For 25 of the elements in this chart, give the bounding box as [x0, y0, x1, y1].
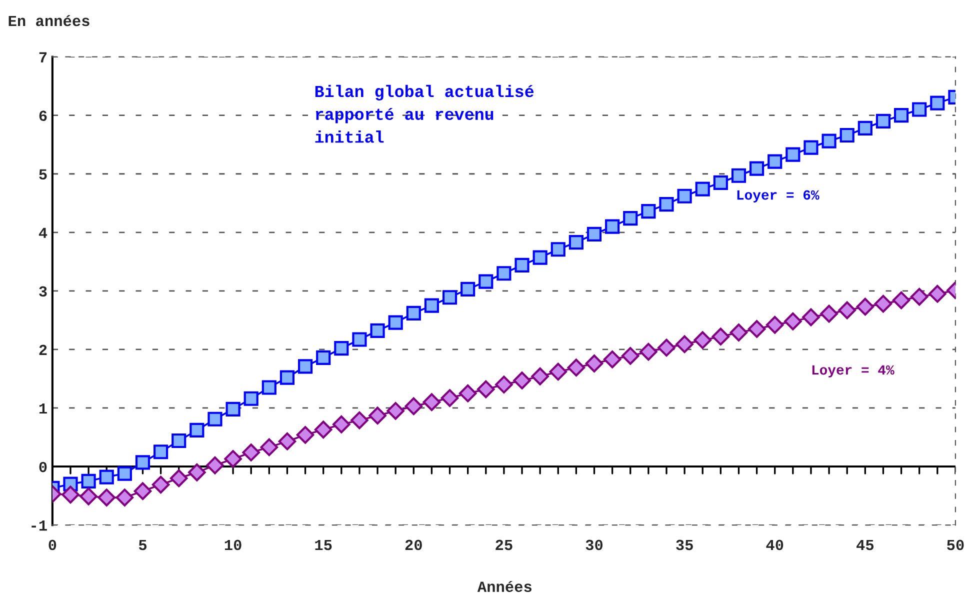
- y-tick-label: 0: [39, 462, 47, 472]
- annotation: Bilan global actualisé rapporté au revenu initial: [315, 84, 534, 143]
- y-tick-label: 6: [39, 110, 47, 122]
- y-tick-label: 1: [39, 403, 47, 414]
- y-tick-label: -1: [32, 520, 47, 531]
- x-tick-label: 0: [48, 540, 56, 550]
- x-tick-label: 40: [766, 540, 784, 550]
- x-tick-label: 20: [405, 540, 422, 550]
- y-tick-label: 3: [39, 286, 47, 297]
- x-tick-label: 10: [224, 540, 242, 550]
- x-tick-label: 25: [496, 540, 512, 550]
- y-axis-title: En années: [8, 15, 90, 26]
- x-axis-title: Années: [477, 580, 532, 592]
- text: Loyer = 4%: [812, 365, 894, 378]
- y-tick-label: 7: [39, 52, 47, 62]
- y-tick-label: 4: [38, 228, 48, 238]
- x-tick-label: 50: [947, 540, 964, 550]
- series-label: Loyer = 6%: [737, 190, 820, 202]
- y-tick-label: 2: [39, 344, 47, 355]
- x-tick-label: 5: [138, 540, 147, 550]
- x-tick-label: 15: [315, 540, 332, 550]
- y-tick-label: 5: [39, 169, 47, 180]
- x-tick-label: 35: [676, 540, 693, 550]
- x-tick-label: 30: [586, 540, 603, 550]
- x-tick-label: 45: [856, 540, 874, 550]
